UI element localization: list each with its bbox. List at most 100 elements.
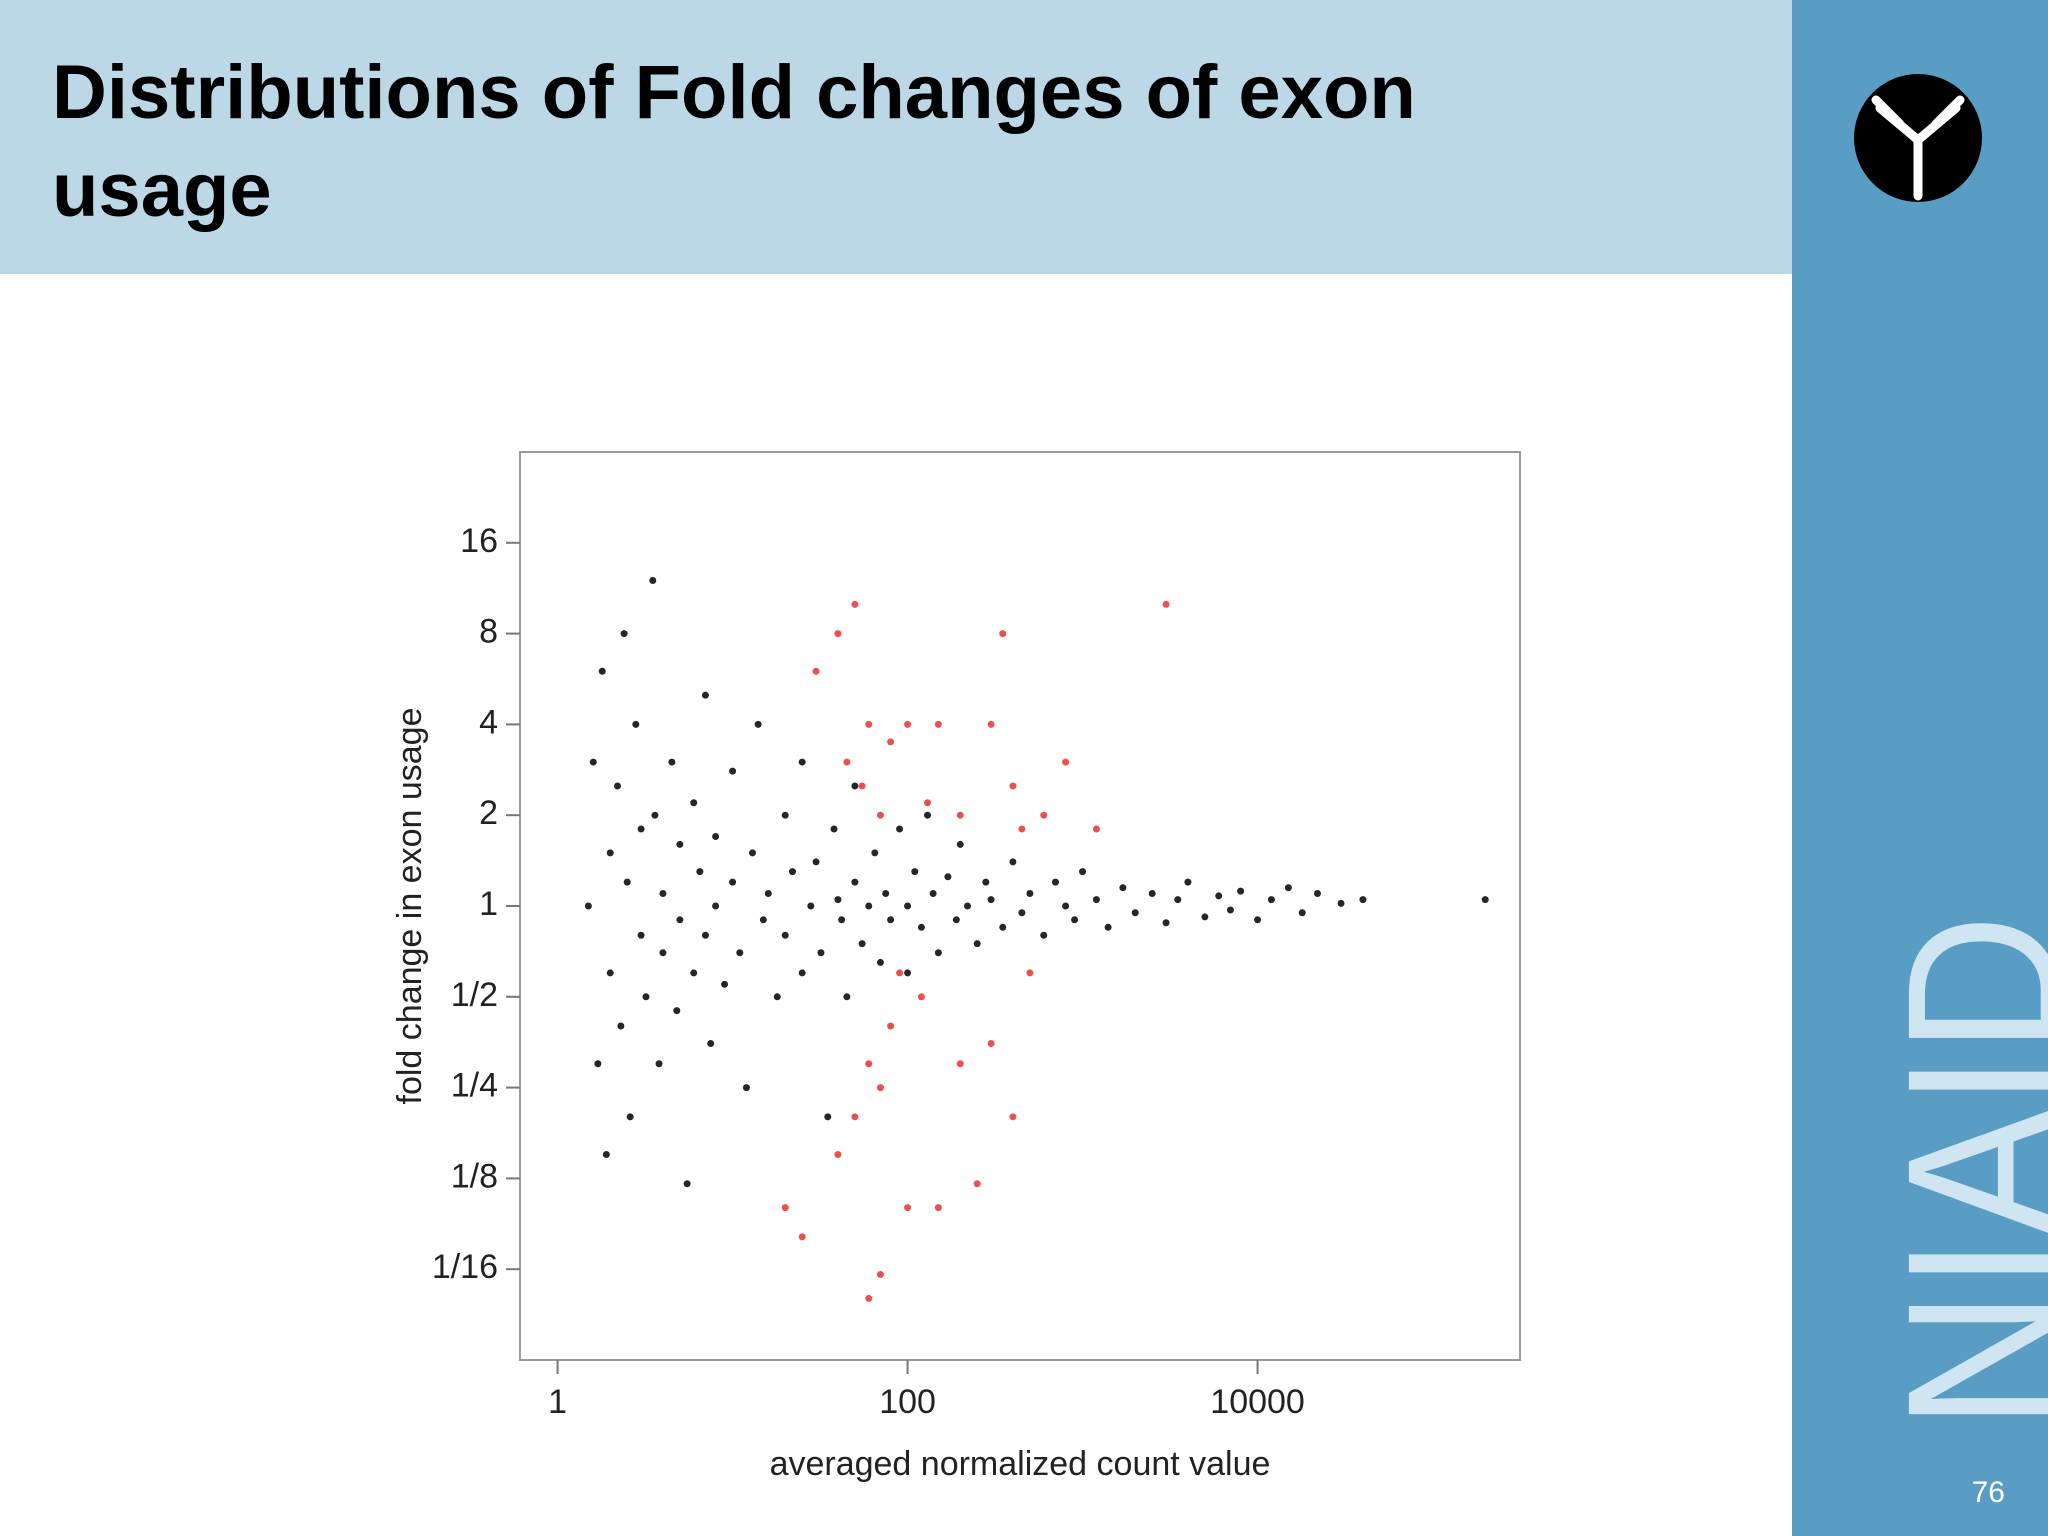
- point: [1040, 811, 1048, 819]
- y-tick-label: 16: [460, 522, 498, 560]
- point: [632, 720, 640, 728]
- point: [1226, 906, 1234, 914]
- y-tick-label: 2: [479, 794, 498, 832]
- point: [721, 980, 729, 988]
- page-number: 76: [1972, 1476, 2005, 1509]
- y-tick-label: 1/16: [432, 1248, 498, 1286]
- point: [876, 811, 884, 819]
- y-axis-label: fold change in exon usage: [391, 708, 429, 1105]
- point: [1237, 887, 1245, 895]
- point: [798, 1233, 806, 1241]
- point: [798, 758, 806, 766]
- point: [798, 969, 806, 977]
- point: [764, 890, 772, 898]
- point: [924, 811, 932, 819]
- point: [606, 849, 614, 857]
- point: [613, 782, 621, 790]
- slide-title: usage: [52, 148, 272, 233]
- point: [876, 958, 884, 966]
- point: [712, 832, 720, 840]
- point: [1009, 782, 1017, 790]
- point: [876, 1271, 884, 1279]
- x-tick-label: 10000: [1210, 1383, 1305, 1421]
- point: [865, 902, 873, 910]
- point: [1148, 890, 1156, 898]
- y-tick-label: 1/8: [451, 1157, 498, 1195]
- point: [987, 896, 995, 904]
- point: [956, 1060, 964, 1068]
- point: [812, 667, 820, 675]
- point: [896, 825, 904, 833]
- point: [683, 1180, 691, 1188]
- point: [1018, 825, 1026, 833]
- point: [690, 799, 698, 807]
- point: [606, 969, 614, 977]
- point: [781, 811, 789, 819]
- point: [773, 993, 781, 1001]
- point: [834, 630, 842, 638]
- y-tick-label: 1/4: [451, 1067, 498, 1105]
- point: [944, 873, 952, 881]
- point: [659, 949, 667, 957]
- point: [1184, 878, 1192, 886]
- point: [817, 949, 825, 957]
- logo: [1854, 74, 1982, 202]
- point: [865, 1060, 873, 1068]
- logo-icon: [1871, 95, 1965, 201]
- point: [1040, 931, 1048, 939]
- point: [830, 825, 838, 833]
- point: [781, 931, 789, 939]
- point: [834, 896, 842, 904]
- point: [887, 916, 895, 924]
- point: [904, 969, 912, 977]
- point: [1254, 916, 1262, 924]
- point: [1174, 896, 1182, 904]
- point: [843, 993, 851, 1001]
- point: [594, 1060, 602, 1068]
- point: [843, 758, 851, 766]
- point: [1018, 909, 1026, 917]
- point: [707, 1040, 715, 1048]
- point: [1313, 890, 1321, 898]
- point: [1284, 884, 1292, 892]
- point: [865, 1294, 873, 1302]
- point: [788, 868, 796, 876]
- point: [1215, 892, 1223, 900]
- y-tick-label: 1/2: [451, 976, 498, 1014]
- point: [626, 1113, 634, 1121]
- point: [896, 969, 904, 977]
- point: [917, 923, 925, 931]
- point: [649, 576, 657, 584]
- plot-frame: [519, 451, 1521, 1361]
- point: [1071, 916, 1079, 924]
- point: [749, 849, 757, 857]
- point: [659, 890, 667, 898]
- logo-text: NIAID: [1862, 914, 2048, 1430]
- y-tick-label: 4: [479, 703, 498, 741]
- point: [807, 902, 815, 910]
- point: [934, 1204, 942, 1212]
- point: [1481, 896, 1489, 904]
- point: [1026, 969, 1034, 977]
- point: [987, 1040, 995, 1048]
- point: [1359, 896, 1367, 904]
- point: [696, 868, 704, 876]
- point: [712, 902, 720, 910]
- point: [701, 691, 709, 699]
- x-tick-label: 100: [879, 1383, 936, 1421]
- point: [887, 738, 895, 746]
- point: [676, 840, 684, 848]
- header-band: [0, 0, 1792, 274]
- point: [589, 758, 597, 766]
- point: [673, 1007, 681, 1015]
- point: [973, 1180, 981, 1188]
- point: [963, 902, 971, 910]
- point: [1009, 1113, 1017, 1121]
- point: [729, 767, 737, 775]
- point: [754, 720, 762, 728]
- point: [973, 940, 981, 948]
- point: [999, 630, 1007, 638]
- y-tick-label: 8: [479, 613, 498, 651]
- sidebar: [1792, 0, 2048, 1536]
- point: [887, 1022, 895, 1030]
